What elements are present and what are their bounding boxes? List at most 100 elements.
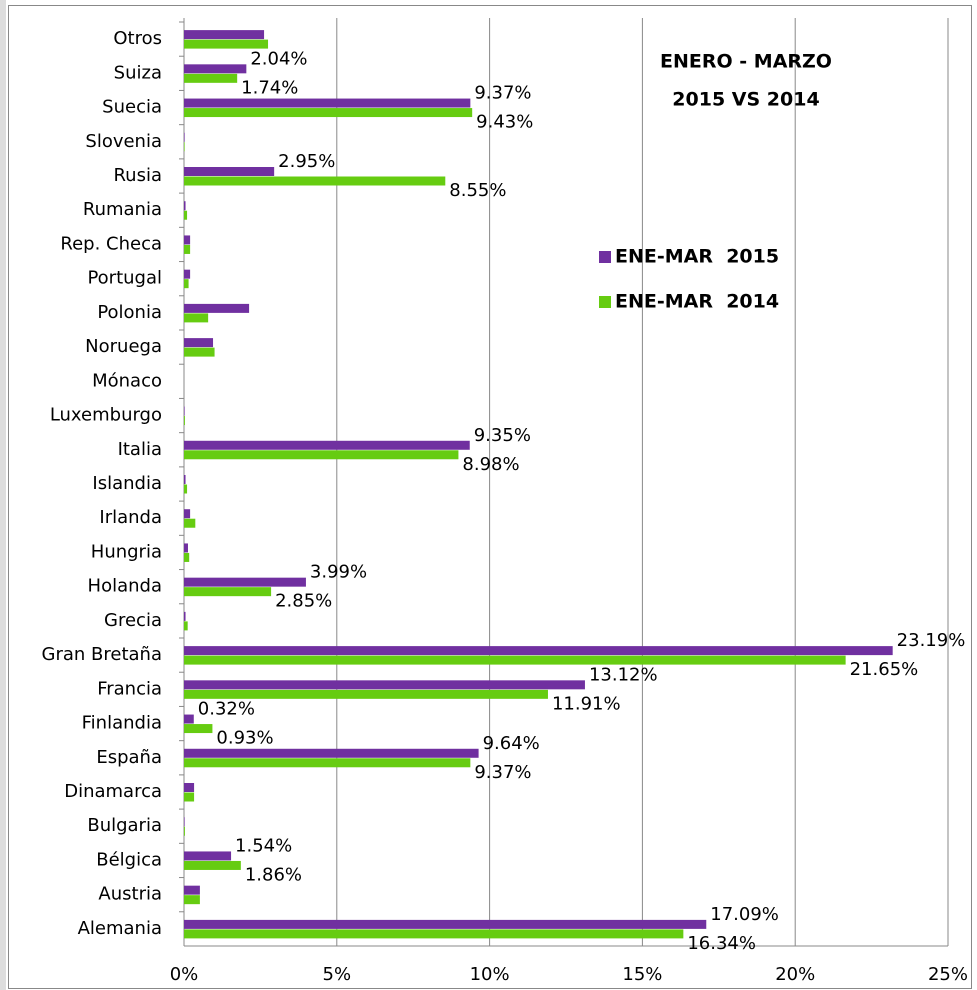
bar	[184, 201, 186, 211]
y-tick-label: Irlanda	[99, 507, 162, 528]
y-tick-label: Rumania	[83, 199, 162, 220]
y-tick-label: Islandia	[92, 473, 162, 494]
y-tick-label: Italia	[118, 439, 162, 460]
bar	[184, 73, 238, 83]
legend-label: ENE-MAR 2014	[615, 291, 779, 313]
bar	[184, 826, 185, 836]
data-label: 11.91%	[552, 693, 621, 714]
data-label: 9.37%	[474, 762, 531, 783]
bar	[184, 235, 191, 245]
y-tick-label: Holanda	[88, 576, 162, 597]
y-tick-label: Finlandia	[82, 713, 162, 734]
bar	[184, 142, 185, 152]
data-label: 0.93%	[216, 728, 273, 749]
y-tick-label: Hungria	[91, 541, 162, 562]
bar	[184, 851, 232, 861]
bar	[184, 475, 186, 484]
bar	[184, 303, 250, 313]
bar	[184, 792, 195, 802]
bar	[184, 543, 188, 553]
bar	[184, 577, 306, 587]
legend-label: ENE-MAR 2015	[615, 246, 779, 268]
chart-title: 2015 VS 2014	[672, 89, 819, 111]
legend-swatch	[599, 251, 611, 263]
data-label: 3.99%	[310, 562, 367, 583]
bar	[184, 450, 459, 460]
bar	[184, 646, 893, 656]
bar	[184, 611, 186, 621]
y-tick-label: Noruega	[85, 336, 162, 357]
bar	[184, 817, 185, 827]
bar	[184, 680, 585, 690]
bar	[184, 860, 241, 870]
data-label: 16.34%	[687, 933, 756, 954]
y-tick-label: Suiza	[114, 62, 162, 83]
bar	[184, 244, 191, 254]
y-tick-label: Mónaco	[92, 370, 162, 391]
bar	[184, 587, 272, 597]
data-label: 9.35%	[474, 425, 531, 446]
bar	[184, 167, 275, 176]
y-tick-label: Bulgaria	[87, 815, 162, 836]
data-label: 23.19%	[897, 630, 966, 651]
chart-title: ENERO - MARZO	[660, 51, 832, 73]
bar	[184, 108, 473, 118]
x-tick-label: 10%	[470, 964, 510, 985]
bar	[184, 919, 707, 929]
y-tick-label: Francia	[97, 678, 162, 699]
bar	[184, 338, 214, 348]
bar	[184, 98, 471, 108]
data-label: 0.32%	[198, 699, 255, 720]
chart-frame	[8, 5, 972, 989]
y-tick-label: Rusia	[113, 165, 162, 186]
y-tick-label: Grecia	[104, 610, 162, 631]
bar	[184, 440, 470, 450]
data-label: 17.09%	[710, 904, 779, 925]
data-label: 9.64%	[483, 733, 540, 754]
bar	[184, 689, 548, 699]
bar	[184, 758, 471, 768]
y-tick-label: Portugal	[87, 268, 162, 289]
y-tick-label: Dinamarca	[64, 781, 162, 802]
data-label: 8.55%	[449, 180, 506, 201]
bar	[184, 714, 194, 724]
bar	[184, 655, 846, 665]
bar	[184, 509, 191, 519]
x-tick-label: 5%	[323, 964, 352, 985]
y-tick-label: Bélgica	[96, 849, 162, 870]
bar	[184, 347, 215, 357]
x-tick-label: 25%	[928, 964, 968, 985]
bar	[184, 783, 195, 792]
data-label: 9.43%	[476, 112, 533, 133]
bar	[184, 406, 185, 416]
bar	[184, 895, 200, 905]
y-tick-label: Alemania	[78, 918, 162, 939]
data-label: 2.04%	[250, 48, 307, 69]
data-label: 13.12%	[589, 664, 658, 685]
y-tick-label: Austria	[98, 884, 162, 905]
bar	[184, 518, 196, 528]
bar	[184, 313, 209, 323]
x-tick-label: 15%	[622, 964, 662, 985]
bar	[184, 132, 185, 142]
bar	[184, 176, 446, 186]
data-label: 2.85%	[275, 591, 332, 612]
bar	[184, 279, 189, 289]
bar	[184, 929, 684, 939]
y-tick-label: Suecia	[102, 97, 162, 118]
y-tick-label: Slovenia	[85, 131, 162, 152]
bar	[184, 621, 188, 631]
bar	[184, 484, 188, 494]
y-tick-label: Rep. Checa	[60, 233, 162, 254]
bar	[184, 269, 191, 279]
data-label: 2.95%	[278, 151, 335, 172]
bar	[184, 210, 188, 220]
bar	[184, 724, 213, 734]
bar	[184, 64, 247, 74]
bar	[184, 552, 190, 562]
bar	[184, 748, 479, 758]
data-label: 1.86%	[245, 864, 302, 885]
bar	[184, 39, 269, 49]
